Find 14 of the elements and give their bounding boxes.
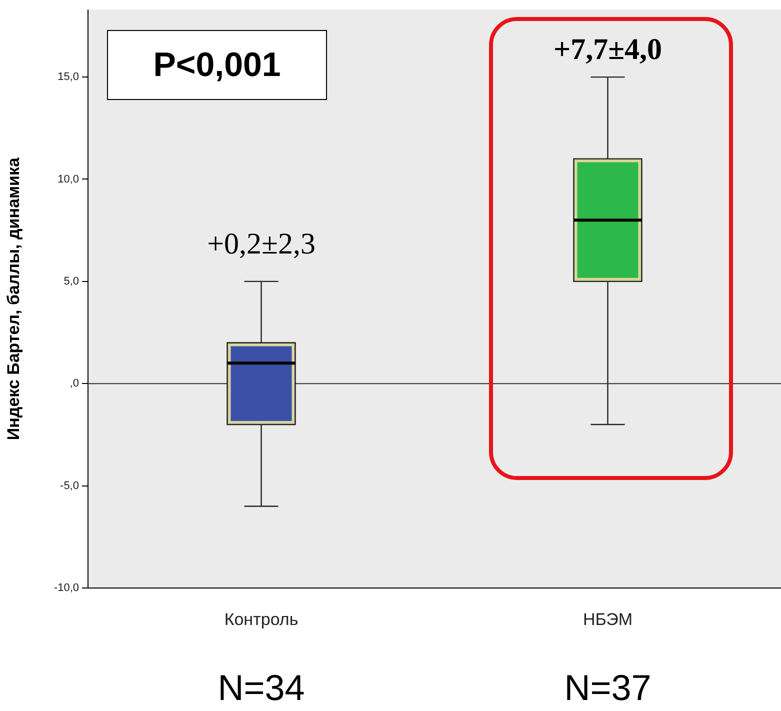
annotation: +0,2±2,3 [207,227,316,260]
y-tick-label: -10,0 [54,582,79,594]
y-tick-label: -5,0 [60,480,79,492]
y-axis-title: Индекс Бартел, баллы, динамика [4,156,23,440]
y-tick-label: 5,0 [64,275,79,288]
annotation: +7,7±4,0 [553,32,662,66]
x-tick-label: НБЭМ [582,610,633,629]
y-tick-label: 10,0 [58,173,79,186]
text: N=34 [218,666,305,708]
text: N=37 [564,666,652,708]
y-tick-label: ,0 [70,378,79,390]
y-tick-label: 15,0 [58,71,79,84]
annotation: P<0,001 [107,30,327,100]
x-tick-label: Контроль [224,610,298,629]
